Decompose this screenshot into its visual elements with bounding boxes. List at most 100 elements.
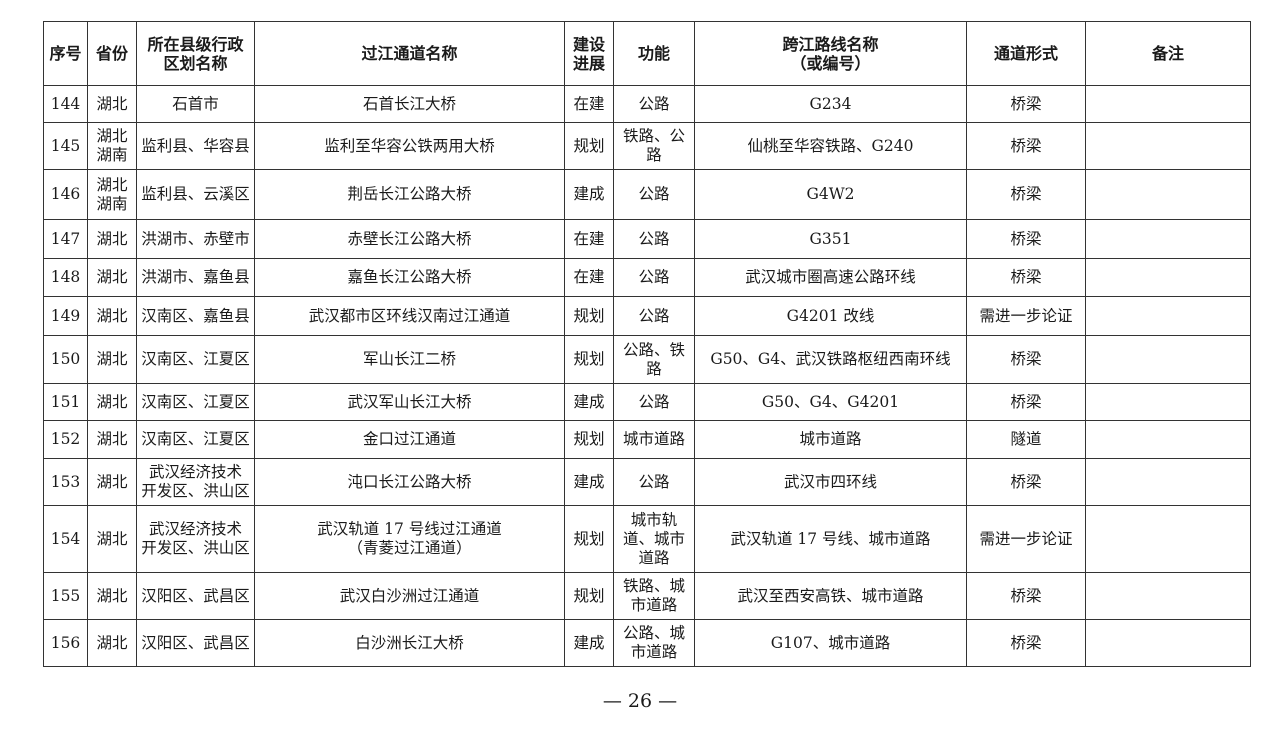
cell-channel-name: 武汉都市区环线汉南过江通道	[254, 296, 565, 336]
cell-function: 铁路、公 路	[613, 122, 695, 170]
cell-serial: 154	[43, 505, 88, 573]
cell-function: 公路	[613, 296, 695, 336]
table-row: 152 湖北 汉南区、江夏区 金口过江通道 规划 城市道路 城市道路 隧道	[43, 420, 1251, 459]
table-row: 150 湖北 汉南区、江夏区 军山长江二桥 规划 公路、铁 路 G50、G4、武汉铁路枢纽西…	[43, 335, 1251, 384]
cell-channel-name: 监利至华容公铁两用大桥	[254, 122, 565, 170]
cell-channel-form: 桥梁	[966, 619, 1086, 667]
cell-province: 湖北	[87, 85, 137, 123]
cell-function: 公路、铁 路	[613, 335, 695, 384]
cell-district: 武汉经济技术 开发区、洪山区	[136, 458, 255, 506]
cell-function: 公路、城 市道路	[613, 619, 695, 667]
header-remarks: 备注	[1085, 21, 1251, 86]
cell-province: 湖北	[87, 296, 137, 336]
header-province: 省份	[87, 21, 137, 86]
cell-province: 湖北	[87, 420, 137, 459]
cell-district: 汉南区、嘉鱼县	[136, 296, 255, 336]
cell-remarks	[1085, 296, 1251, 336]
cell-route-name: G50、G4、武汉铁路枢纽西南环线	[694, 335, 967, 384]
cell-channel-name: 金口过江通道	[254, 420, 565, 459]
cell-channel-name: 赤壁长江公路大桥	[254, 219, 565, 259]
cell-channel-name: 荆岳长江公路大桥	[254, 169, 565, 220]
cell-serial: 156	[43, 619, 88, 667]
cell-remarks	[1085, 335, 1251, 384]
cell-channel-name: 白沙洲长江大桥	[254, 619, 565, 667]
cell-remarks	[1085, 219, 1251, 259]
cell-route-name: 武汉城市圈高速公路环线	[694, 258, 967, 297]
header-channel-form: 通道形式	[966, 21, 1086, 86]
header-function: 功能	[613, 21, 695, 86]
crossing-table: 序号 省份 所在县级行政 区划名称 过江通道名称 建设 进展 功能 跨江路线名称 （或编号）…	[43, 21, 1251, 667]
cell-serial: 144	[43, 85, 88, 123]
cell-serial: 153	[43, 458, 88, 506]
cell-province: 湖北	[87, 505, 137, 573]
cell-progress: 规划	[564, 505, 614, 573]
cell-function: 公路	[613, 219, 695, 259]
table-row: 151 湖北 汉南区、江夏区 武汉军山长江大桥 建成 公路 G50、G4、G4201 桥梁	[43, 383, 1251, 421]
cell-function: 公路	[613, 85, 695, 123]
cell-progress: 在建	[564, 219, 614, 259]
table-row: 144 湖北 石首市 石首长江大桥 在建 公路 G234 桥梁	[43, 85, 1251, 123]
cell-remarks	[1085, 169, 1251, 220]
cell-channel-name: 沌口长江公路大桥	[254, 458, 565, 506]
cell-route-name: 城市道路	[694, 420, 967, 459]
cell-remarks	[1085, 619, 1251, 667]
table-row: 148 湖北 洪湖市、嘉鱼县 嘉鱼长江公路大桥 在建 公路 武汉城市圈高速公路环线 桥梁	[43, 258, 1251, 297]
cell-route-name: G4W2	[694, 169, 967, 220]
cell-district: 洪湖市、嘉鱼县	[136, 258, 255, 297]
cell-serial: 147	[43, 219, 88, 259]
table-row: 155 湖北 汉阳区、武昌区 武汉白沙洲过江通道 规划 铁路、城 市道路 武汉至西安高铁、城…	[43, 572, 1251, 620]
cell-route-name: 武汉至西安高铁、城市道路	[694, 572, 967, 620]
cell-progress: 规划	[564, 296, 614, 336]
cell-progress: 规划	[564, 572, 614, 620]
cell-function: 铁路、城 市道路	[613, 572, 695, 620]
cell-channel-form: 桥梁	[966, 572, 1086, 620]
cell-province: 湖北	[87, 619, 137, 667]
table-row: 154 湖北 武汉经济技术 开发区、洪山区 武汉轨道 17 号线过江通道 （青菱过江通…	[43, 505, 1251, 573]
cell-route-name: G234	[694, 85, 967, 123]
cell-channel-form: 桥梁	[966, 258, 1086, 297]
table-row: 147 湖北 洪湖市、赤壁市 赤壁长江公路大桥 在建 公路 G351 桥梁	[43, 219, 1251, 259]
cell-channel-form: 需进一步论证	[966, 296, 1086, 336]
table-row: 149 湖北 汉南区、嘉鱼县 武汉都市区环线汉南过江通道 规划 公路 G4201 改线 需进一…	[43, 296, 1251, 336]
cell-function: 城市道路	[613, 420, 695, 459]
cell-serial: 145	[43, 122, 88, 170]
table-row: 146 湖北 湖南 监利县、云溪区 荆岳长江公路大桥 建成 公路 G4W2 桥梁	[43, 169, 1251, 220]
table-row: 156 湖北 汉阳区、武昌区 白沙洲长江大桥 建成 公路、城 市道路 G107、城市道路 桥梁	[43, 619, 1251, 667]
header-channel-name: 过江通道名称	[254, 21, 565, 86]
cell-channel-name: 嘉鱼长江公路大桥	[254, 258, 565, 297]
cell-channel-form: 桥梁	[966, 458, 1086, 506]
header-serial: 序号	[43, 21, 88, 86]
cell-serial: 152	[43, 420, 88, 459]
cell-district: 武汉经济技术 开发区、洪山区	[136, 505, 255, 573]
table-row: 145 湖北 湖南 监利县、华容县 监利至华容公铁两用大桥 规划 铁路、公 路仙桃至华容铁…	[43, 122, 1251, 170]
cell-province: 湖北	[87, 219, 137, 259]
header-route-name: 跨江路线名称 （或编号）	[694, 21, 967, 86]
cell-serial: 155	[43, 572, 88, 620]
cell-remarks	[1085, 458, 1251, 506]
cell-province: 湖北	[87, 335, 137, 384]
cell-channel-form: 隧道	[966, 420, 1086, 459]
cell-district: 石首市	[136, 85, 255, 123]
cell-remarks	[1085, 420, 1251, 459]
cell-district: 汉阳区、武昌区	[136, 619, 255, 667]
cell-serial: 149	[43, 296, 88, 336]
cell-district: 监利县、华容县	[136, 122, 255, 170]
cell-route-name: G351	[694, 219, 967, 259]
header-district: 所在县级行政 区划名称	[136, 21, 255, 86]
cell-remarks	[1085, 258, 1251, 297]
cell-district: 汉阳区、武昌区	[136, 572, 255, 620]
cell-channel-name: 石首长江大桥	[254, 85, 565, 123]
cell-progress: 建成	[564, 169, 614, 220]
cell-channel-form: 桥梁	[966, 85, 1086, 123]
header-row: 序号 省份 所在县级行政 区划名称 过江通道名称 建设 进展 功能 跨江路线名称 （或编号）…	[43, 21, 1251, 86]
cell-province: 湖北 湖南	[87, 122, 137, 170]
cell-route-name: G50、G4、G4201	[694, 383, 967, 421]
cell-remarks	[1085, 85, 1251, 123]
cell-function: 公路	[613, 458, 695, 506]
cell-route-name: 武汉市四环线	[694, 458, 967, 506]
cell-channel-form: 桥梁	[966, 169, 1086, 220]
cell-channel-name: 武汉军山长江大桥	[254, 383, 565, 421]
cell-progress: 规划	[564, 420, 614, 459]
cell-progress: 建成	[564, 458, 614, 506]
cell-remarks	[1085, 572, 1251, 620]
